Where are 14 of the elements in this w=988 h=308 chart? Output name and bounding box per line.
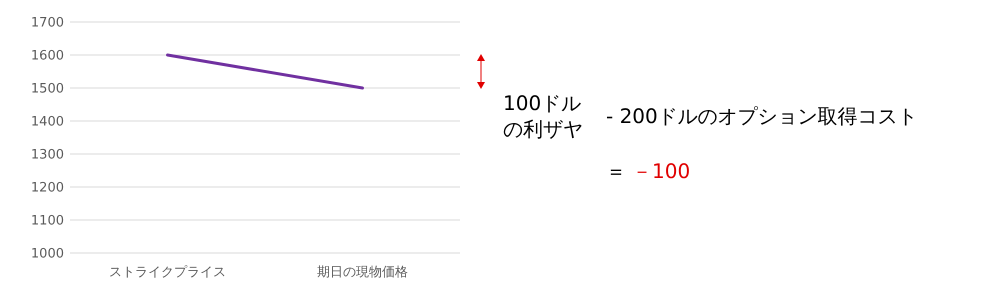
text: ＝ [606, 159, 626, 183]
x-tick-label: ストライクプライス [109, 265, 226, 280]
y-tick-label: 1700 [30, 16, 64, 31]
y-tick-label: 1100 [30, 214, 64, 229]
text: －100 [632, 159, 690, 183]
y-tick-label: 1600 [30, 48, 64, 64]
y-tick-label: 1000 [30, 246, 64, 262]
text: 100ドルの利ザヤ [503, 91, 583, 141]
y-tick-label: 1200 [30, 180, 64, 196]
y-tick-label: 1300 [30, 148, 64, 163]
y-tick-label: 1500 [30, 82, 64, 97]
text: - 200ドルのオプション取得コスト [606, 104, 918, 128]
x-tick-label: 期日の現物価格 [317, 265, 408, 280]
y-tick-label: 1400 [30, 114, 64, 130]
